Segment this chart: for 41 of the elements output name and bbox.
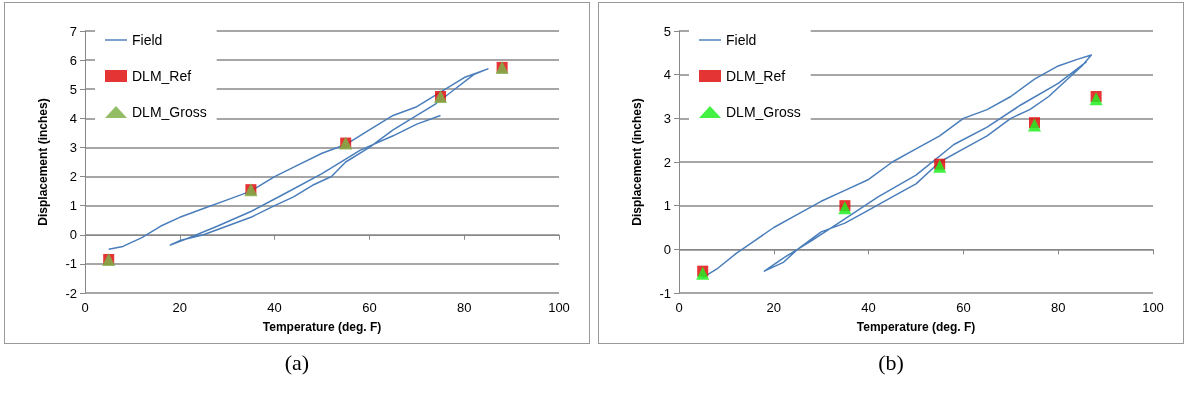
- y-tick-label: 4: [663, 67, 671, 83]
- y-tick-label: -1: [65, 256, 77, 272]
- y-axis-title: Displacement (inches): [36, 98, 50, 226]
- y-tick-label: 6: [69, 52, 77, 68]
- legend-label: Field: [726, 32, 757, 48]
- x-tick-label: 0: [675, 300, 683, 315]
- y-axis-title: Displacement (inches): [630, 98, 644, 226]
- y-tick-label: 3: [663, 110, 671, 126]
- y-tick-label: 7: [69, 23, 77, 39]
- x-tick-label: 60: [956, 300, 971, 315]
- legend-label: DLM_Ref: [726, 68, 786, 84]
- y-tick-label: 0: [663, 241, 671, 257]
- x-axis-title: Temperature (deg. F): [856, 320, 976, 334]
- x-axis-title: Temperature (deg. F): [262, 320, 382, 334]
- x-tick-label: 20: [766, 300, 782, 315]
- y-tick-label: 0: [69, 227, 77, 243]
- y-tick-label: -1: [659, 285, 671, 301]
- y-tick-label: 3: [69, 139, 77, 155]
- y-tick-label: 2: [69, 169, 77, 185]
- text: (b): [877, 350, 905, 376]
- y-tick-label: 2: [663, 154, 671, 170]
- legend-label: Field: [132, 32, 163, 48]
- legend-label: DLM_Ref: [132, 68, 192, 84]
- legend-label: DLM_Gross: [726, 104, 801, 120]
- x-tick-label: 80: [456, 300, 472, 315]
- x-tick-label: 80: [1050, 300, 1066, 315]
- x-tick-label: 40: [267, 300, 282, 315]
- y-tick-label: -2: [65, 285, 77, 301]
- x-tick-label: 100: [548, 300, 570, 315]
- x-tick-label: 40: [861, 300, 876, 315]
- x-tick-label: 60: [362, 300, 377, 315]
- x-tick-label: 100: [1142, 300, 1164, 315]
- text: (a): [283, 350, 311, 376]
- x-tick-label: 0: [81, 300, 89, 315]
- y-tick-label: 1: [69, 198, 77, 214]
- y-tick-label: 1: [663, 198, 671, 214]
- y-tick-label: 5: [663, 23, 671, 39]
- x-tick-label: 20: [172, 300, 188, 315]
- y-tick-label: 5: [69, 81, 77, 97]
- legend-label: DLM_Gross: [132, 104, 207, 120]
- y-tick-label: 4: [69, 110, 77, 126]
